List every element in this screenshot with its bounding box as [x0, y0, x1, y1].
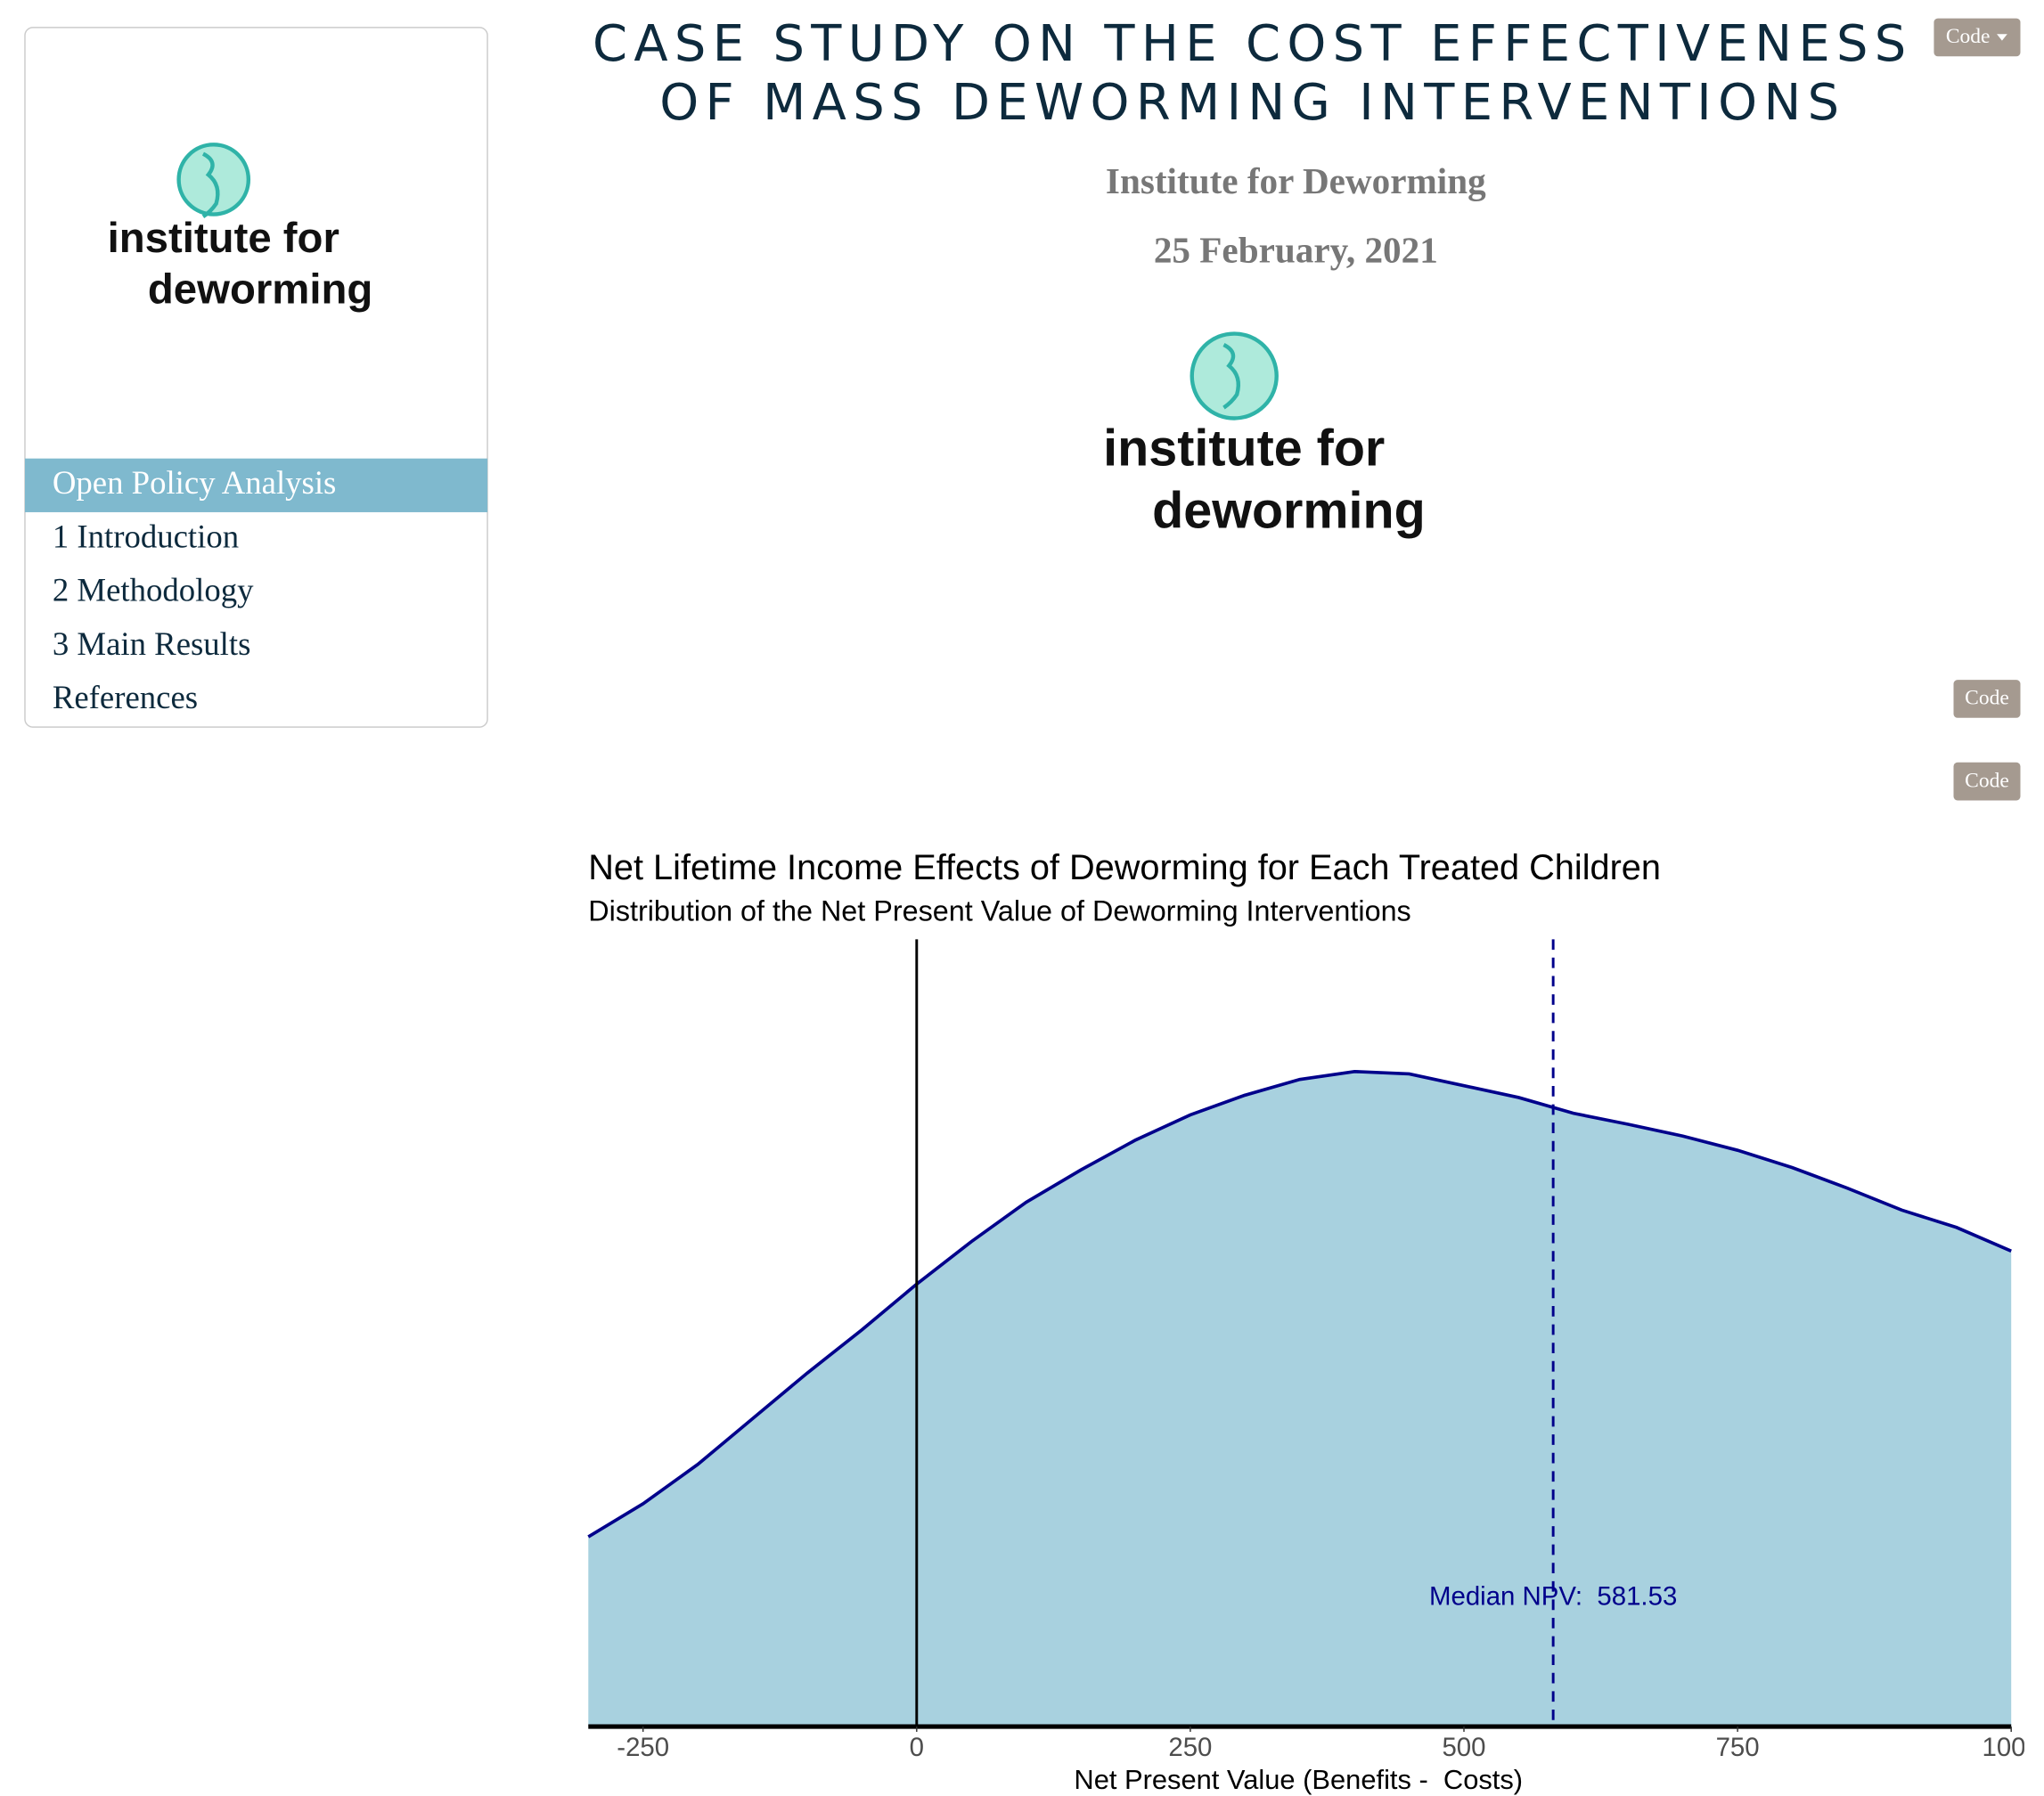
nav-item[interactable]: 1 Introduction — [53, 518, 239, 554]
code-button-label[interactable]: Code — [1965, 687, 2009, 710]
code-button-label[interactable]: Code — [1965, 769, 2009, 792]
logo-continent — [201, 151, 220, 219]
code-button[interactable] — [1953, 680, 2021, 718]
logo-text: institute for — [1103, 420, 1385, 477]
code-button-label[interactable]: Code — [1946, 25, 1991, 48]
logo-text: institute for — [108, 215, 339, 262]
nav-item[interactable]: 2 Methodology — [53, 572, 254, 608]
density-area — [588, 1071, 2012, 1727]
median-label: Median NPV: 581.53 — [1429, 1582, 1677, 1612]
chart-title: Net Lifetime Income Effects of Deworming… — [588, 848, 1661, 887]
logo-text: deworming — [1152, 482, 1426, 539]
x-tick-label: 0 — [910, 1733, 924, 1762]
chart-subtitle: Distribution of the Net Present Value of… — [588, 894, 1410, 927]
code-button[interactable] — [1934, 18, 2021, 57]
x-axis-label: Net Present Value (Benefits - Costs) — [1074, 1764, 1523, 1795]
x-tick-label: 1000 — [1983, 1733, 2040, 1762]
code-button[interactable] — [1953, 762, 2021, 801]
logo-globe — [1190, 331, 1279, 420]
logo-continent — [1222, 343, 1241, 410]
page-title: OF MASS DEWORMING INTERVENTIONS — [659, 74, 1845, 132]
nav-item[interactable]: References — [53, 679, 198, 715]
caret — [1997, 34, 2007, 41]
x-tick-label: 250 — [1168, 1733, 1212, 1762]
x-tick-label: -250 — [617, 1733, 669, 1762]
nav-item[interactable]: 3 Main Results — [53, 625, 251, 662]
logo-text: deworming — [148, 266, 372, 314]
date: 25 February, 2021 — [1154, 230, 1438, 271]
chart: Net Lifetime Income Effects of Deworming… — [587, 848, 2040, 1795]
sidebar-box — [24, 27, 488, 728]
density-line — [587, 1069, 2012, 1539]
nav-item[interactable]: Open Policy Analysis — [53, 464, 337, 501]
nav-active — [24, 458, 488, 512]
page-title: CASE STUDY ON THE COST EFFECTIVENESS — [593, 15, 1913, 73]
author: Institute for Deworming — [1106, 160, 1486, 201]
x-tick-label: 750 — [1716, 1733, 1760, 1762]
x-tick-label: 500 — [1442, 1733, 1485, 1762]
